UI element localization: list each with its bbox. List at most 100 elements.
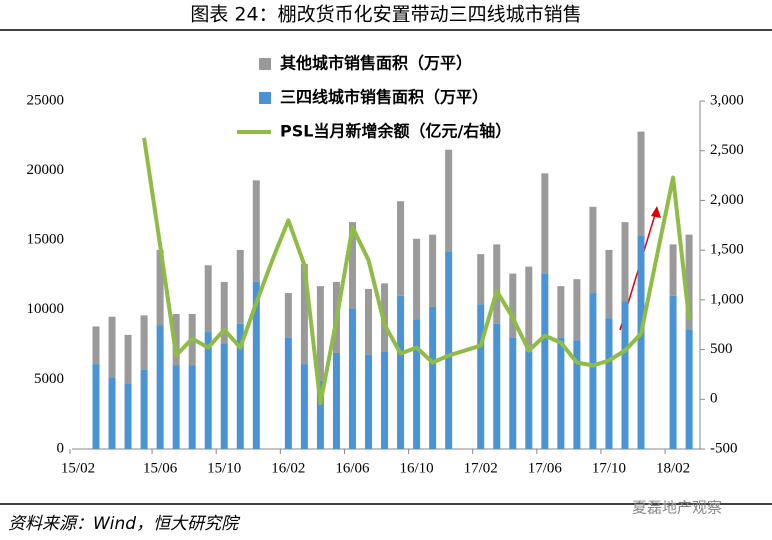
x-tick-label: 18/02 <box>656 460 690 476</box>
bar <box>557 337 565 449</box>
bar <box>685 234 693 330</box>
bar <box>509 273 517 338</box>
bar <box>509 337 517 449</box>
bar <box>172 313 180 366</box>
bar <box>108 316 116 379</box>
bar <box>156 249 164 326</box>
y2-tick-label: 3,000 <box>710 92 744 108</box>
bar <box>445 251 453 449</box>
legend-swatch <box>259 58 271 70</box>
bar <box>236 323 244 449</box>
bar <box>124 334 132 384</box>
bar <box>397 295 405 449</box>
bar <box>140 315 148 370</box>
bar <box>300 364 308 449</box>
source: 资料来源：Wind，恒大研究院 <box>8 514 241 534</box>
legend-label: 其他城市销售面积（万平） <box>280 54 472 73</box>
bar <box>220 281 228 344</box>
bar <box>204 332 212 449</box>
bar <box>413 238 421 320</box>
watermark: 夏磊地产观察 <box>632 499 722 517</box>
bar <box>573 279 581 341</box>
bar <box>477 304 485 449</box>
bar <box>92 364 100 449</box>
bar <box>236 249 244 324</box>
bar <box>669 295 677 449</box>
bar <box>348 308 356 449</box>
bar <box>605 318 613 449</box>
y2-tick-label: 1,500 <box>710 242 744 258</box>
y2-tick-label: 500 <box>710 341 733 357</box>
y-tick-label: 15000 <box>27 232 65 248</box>
bar <box>493 323 501 449</box>
bar <box>637 236 645 449</box>
bar <box>300 263 308 365</box>
bar <box>124 383 132 449</box>
bar <box>204 265 212 333</box>
x-tick-label: 16/10 <box>400 460 434 476</box>
bar <box>348 222 356 309</box>
bar <box>429 307 437 449</box>
bar <box>477 254 485 305</box>
bar <box>413 319 421 449</box>
y2-tick-label: 2,000 <box>710 192 744 208</box>
bar <box>108 378 116 449</box>
y2-tick-label: 2,500 <box>710 142 744 158</box>
y-tick-label: 5000 <box>34 371 64 387</box>
bar <box>156 325 164 449</box>
bar <box>621 222 629 302</box>
bar <box>397 201 405 296</box>
arrow-head <box>651 206 661 218</box>
bar <box>525 266 533 352</box>
bar <box>284 293 292 338</box>
bar <box>557 286 565 338</box>
bar <box>445 149 453 252</box>
bar <box>589 293 597 449</box>
bar <box>493 244 501 324</box>
bar <box>284 337 292 449</box>
bar <box>92 326 100 365</box>
bar <box>316 286 324 381</box>
y-tick-label: 20000 <box>27 162 65 178</box>
bar <box>316 380 324 449</box>
x-tick-label: 15/10 <box>207 460 241 476</box>
legend-label: 三四线城市销售面积（万平） <box>280 88 488 107</box>
bar <box>140 369 148 449</box>
bar <box>541 173 549 274</box>
chart-title: 图表 24：棚改货币化安置带动三四线城市销售 <box>190 4 581 26</box>
bar <box>429 234 437 308</box>
y2-tick-label: -500 <box>710 440 738 456</box>
bar <box>525 351 533 449</box>
x-tick-label: 16/02 <box>271 460 305 476</box>
bar <box>573 340 581 449</box>
bar <box>188 365 196 449</box>
x-tick-label: 15/02 <box>61 460 95 476</box>
bar <box>252 180 260 282</box>
x-tick-label: 17/06 <box>528 460 563 476</box>
x-tick-label: 16/06 <box>335 460 370 476</box>
bar <box>172 365 180 449</box>
bar <box>365 288 373 355</box>
bar <box>381 351 389 449</box>
y-tick-label: 10000 <box>27 301 65 317</box>
legend-label: PSL当月新增余额（亿元/右轴） <box>280 122 511 141</box>
line <box>142 137 692 406</box>
bar <box>605 249 613 319</box>
bar <box>332 352 340 449</box>
y-tick-label: 0 <box>57 440 65 456</box>
x-tick-label: 17/02 <box>464 460 498 476</box>
bar <box>220 343 228 449</box>
bar <box>365 354 373 449</box>
bar <box>669 244 677 296</box>
bar <box>621 301 629 449</box>
legend-swatch <box>259 92 271 104</box>
bar <box>637 131 645 237</box>
bar <box>685 329 693 449</box>
y2-tick-label: 0 <box>710 391 718 407</box>
y-tick-label: 25000 <box>27 92 65 108</box>
y2-tick-label: 1,000 <box>710 291 744 307</box>
x-tick-label: 17/10 <box>592 460 626 476</box>
bar <box>589 206 597 294</box>
x-tick-label: 15/06 <box>143 460 178 476</box>
